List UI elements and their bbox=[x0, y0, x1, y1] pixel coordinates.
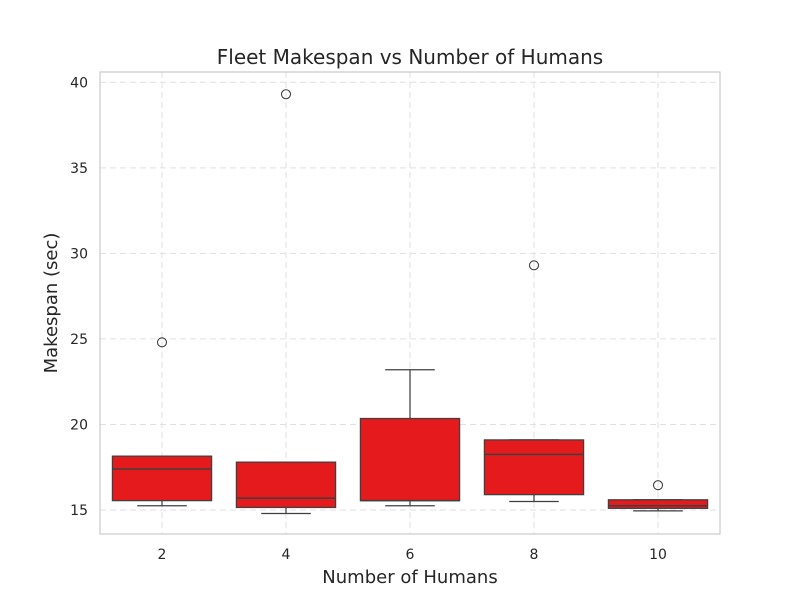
y-tick-label: 40 bbox=[70, 75, 88, 91]
box-2 bbox=[111, 455, 213, 502]
x-tick-label: 4 bbox=[282, 547, 291, 563]
box-group-8 bbox=[483, 260, 585, 503]
x-axis-label: Number of Humans bbox=[322, 567, 497, 588]
box-group-2 bbox=[111, 337, 213, 507]
y-tick-label: 20 bbox=[70, 417, 88, 433]
box-10 bbox=[607, 499, 709, 509]
box-marks bbox=[111, 89, 709, 515]
x-tick-label: 2 bbox=[158, 547, 167, 563]
y-tick-label: 15 bbox=[70, 503, 88, 519]
box-group-4 bbox=[235, 89, 337, 515]
tick-labels: 15 20 25 30 35 40 2 4 6 8 10 bbox=[70, 75, 667, 563]
box-4 bbox=[235, 461, 337, 509]
x-tick-label: 6 bbox=[406, 547, 415, 563]
box-group-6 bbox=[359, 369, 461, 507]
x-tick-label: 8 bbox=[530, 547, 539, 563]
chart-title: Fleet Makespan vs Number of Humans bbox=[217, 45, 603, 69]
y-tick-label: 35 bbox=[70, 161, 88, 177]
plot-frame bbox=[99, 71, 721, 535]
y-axis-label: Makespan (sec) bbox=[41, 233, 62, 374]
box-8 bbox=[483, 439, 585, 496]
y-tick-label: 25 bbox=[70, 332, 88, 348]
outlier-point bbox=[156, 337, 168, 348]
box-6 bbox=[359, 417, 461, 502]
box-group-10 bbox=[607, 480, 709, 512]
y-tick-label: 30 bbox=[70, 246, 88, 262]
outlier-point bbox=[652, 480, 664, 491]
outlier-point bbox=[528, 260, 540, 271]
outlier-point bbox=[280, 89, 292, 100]
x-tick-label: 10 bbox=[649, 547, 667, 563]
